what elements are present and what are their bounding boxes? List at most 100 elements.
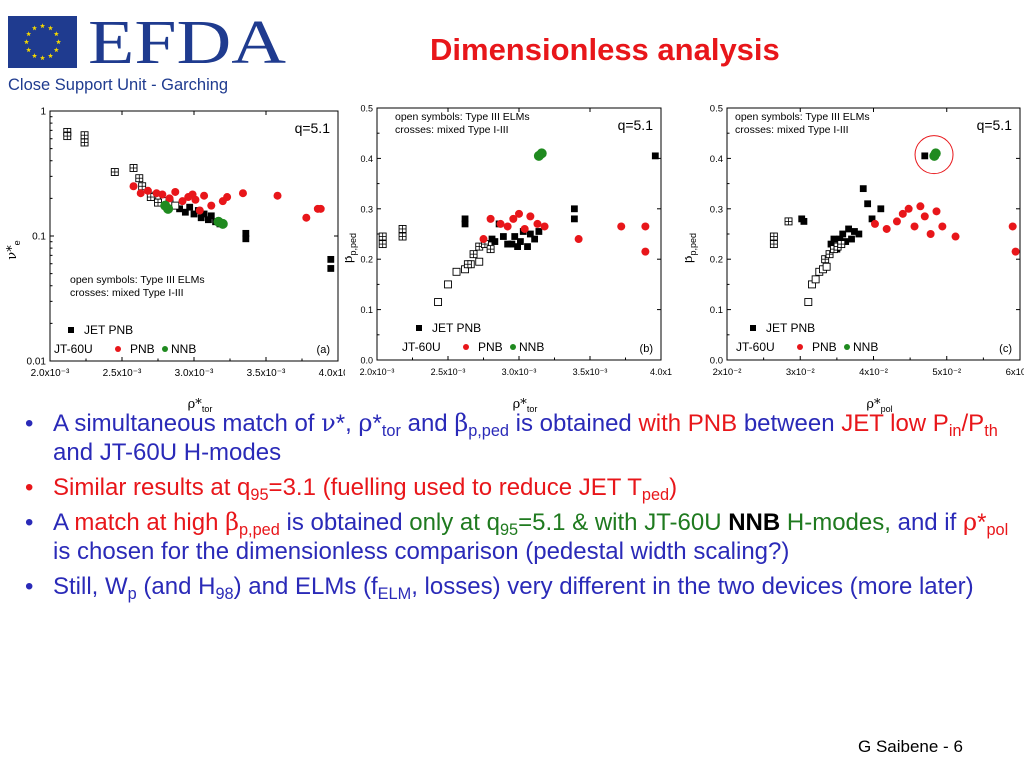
jt60u-pnb-point	[136, 189, 145, 198]
jet-filled-square-point	[200, 210, 208, 218]
jt60u-pnb-point	[540, 222, 549, 231]
y-axis-symbol: ν*	[5, 245, 20, 260]
jet-crossed-square-point	[129, 164, 138, 172]
jet-filled-square-point	[176, 205, 183, 213]
jet-crossed-square-point	[378, 240, 387, 249]
jt60u-pnb-point	[503, 222, 512, 231]
panel-label: (c)	[999, 343, 1012, 355]
jet-open-square-point	[475, 257, 484, 266]
flag-star	[53, 47, 59, 53]
bullet-text-segment: is obtained	[509, 410, 639, 437]
y-tick-label: 0.5	[710, 104, 723, 115]
jt60u-pnb-point	[533, 219, 542, 228]
jt60u-pnb-point	[515, 209, 523, 218]
y-axis-subscript: p,ped	[688, 233, 698, 256]
jt60u-pnb-point	[898, 209, 907, 218]
jet-filled-square-point	[830, 235, 838, 243]
jet-filled-square-point	[877, 205, 885, 213]
jet-filled-square-point	[859, 185, 867, 193]
bullet-text-segment: tor	[381, 421, 401, 440]
highlight-ring	[914, 135, 954, 175]
bullet-text-segment: NNB	[728, 509, 781, 536]
bullet-text-segment: pol	[986, 520, 1009, 539]
jet-filled-square-point	[526, 230, 534, 238]
jet-filled-square-point	[570, 215, 578, 223]
bullet-text-segment: only at q	[409, 509, 500, 536]
flag-star	[31, 25, 38, 31]
x-tick-label: 3.0x10⁻³	[502, 367, 537, 377]
jet-crossed-square-point	[463, 260, 472, 269]
bullet-text-segment: ρ	[962, 508, 978, 536]
jet-filled-square-point	[868, 215, 876, 223]
y-axis-label: βp,ped	[345, 233, 358, 263]
jt60u-pnb-point	[171, 187, 180, 196]
legend-nnb-label: NNB	[171, 342, 196, 356]
jt60u-pnb-point	[178, 197, 187, 206]
jet-crossed-square-point	[110, 168, 119, 176]
jt60u-nnb-point	[217, 218, 228, 229]
legend-jet-label: JET PNB	[766, 321, 815, 335]
jet-filled-square-point	[197, 214, 205, 222]
jet-crossed-square-point	[769, 232, 778, 241]
bullet-text-segment: and	[400, 410, 455, 437]
bullet-list: • A simultaneous match of ν*, ρ*tor and β…	[22, 409, 1012, 607]
flag-star	[47, 25, 54, 31]
jet-filled-square-point	[842, 238, 850, 245]
jt60u-pnb-point	[496, 219, 505, 228]
legend-pnb-label: PNB	[130, 342, 155, 356]
jet-open-square-point	[444, 280, 452, 289]
flag-star	[55, 39, 62, 45]
jt60u-nnb-point	[163, 203, 174, 214]
bullet-text-segment: is chosen for the dimensionless comparis…	[53, 538, 790, 565]
jt60u-pnb-point	[316, 204, 325, 213]
jet-crossed-square-point	[398, 225, 407, 233]
efda-logo: EFDA Close Support Unit - Garching	[0, 0, 290, 100]
bullet-text-segment: 95	[499, 520, 519, 539]
flag-star	[39, 23, 46, 29]
jt60u-pnb-point	[932, 207, 941, 216]
jt60u-pnb-point	[938, 222, 947, 231]
legend-nnb-marker	[510, 344, 516, 350]
jt60u-pnb-point	[882, 224, 891, 233]
jet-filled-square-point	[491, 238, 499, 245]
jet-filled-square-point	[855, 230, 863, 238]
x-axis-label: ρ*tor	[188, 397, 213, 414]
jet-filled-square-point	[531, 235, 539, 243]
legend-pnb-marker	[463, 344, 469, 350]
y-axis-symbol: β	[345, 256, 356, 264]
flag-star	[39, 55, 46, 61]
jet-filled-square-point	[836, 235, 844, 243]
bullet-text-segment: in	[948, 421, 962, 440]
jet-filled-square-point	[190, 210, 198, 218]
jet-filled-square-point	[651, 152, 659, 160]
jet-filled-square-point	[921, 152, 929, 160]
jt60u-pnb-point	[207, 201, 216, 210]
jet-open-square-point	[822, 262, 831, 271]
y-axis-subscript: p,ped	[348, 233, 358, 256]
bullet-text-segment: *	[977, 509, 987, 536]
series-green_filled_circle	[929, 148, 941, 161]
x-tick-label: 3.5x10⁻³	[573, 367, 608, 377]
bullet-text-segment: H-modes,	[780, 509, 898, 536]
jt60u-nnb-point	[536, 148, 547, 159]
chart-c-svg: 2x10⁻² 3x10⁻² 4x10⁻² 5x10⁻² 6x10⁻² 0.0 0.1 0.2 0…	[685, 104, 1024, 415]
jet-open-square-point	[804, 298, 813, 306]
legend-pnb-marker	[115, 346, 121, 352]
y-tick-label: 0.1	[32, 232, 46, 243]
series-black_crossed_square	[63, 127, 162, 207]
jt60u-pnb-point	[892, 217, 901, 226]
bullet-text-segment: ρ	[358, 409, 373, 437]
bullet-text-segment: A	[53, 509, 75, 536]
y-axis-symbol: β	[685, 256, 696, 264]
y-tick-label: 0.2	[360, 255, 373, 265]
jet-open-square-point	[434, 298, 443, 306]
jet-filled-square-point	[461, 215, 469, 223]
efda-wordmark: EFDA	[88, 16, 286, 72]
chart-b-svg: 2.0x10⁻³ 2.5x10⁻³ 3.0x10⁻³ 3.5x10⁻³ 4.0x1 0.0…	[345, 104, 672, 415]
jet-filled-square-point	[570, 205, 578, 213]
flag-star	[31, 53, 38, 59]
jet-filled-square-point	[827, 240, 835, 248]
series-black_crossed_square	[769, 217, 846, 264]
jet-filled-square-point	[499, 233, 507, 240]
y-tick-label: 0.4	[710, 154, 723, 165]
